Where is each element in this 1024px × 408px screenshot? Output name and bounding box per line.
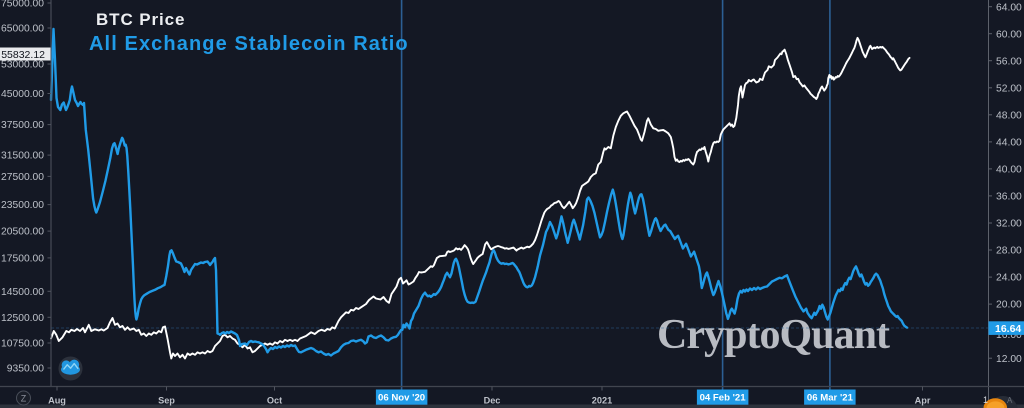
svg-text:BTC Price: BTC Price bbox=[96, 10, 185, 29]
svg-text:23500.00: 23500.00 bbox=[1, 200, 44, 211]
svg-text:06 Mar '21: 06 Mar '21 bbox=[807, 393, 854, 404]
svg-text:60.00: 60.00 bbox=[996, 29, 1022, 40]
svg-text:40.00: 40.00 bbox=[996, 165, 1022, 176]
svg-text:16.64: 16.64 bbox=[995, 323, 1021, 335]
svg-text:37500.00: 37500.00 bbox=[1, 120, 44, 131]
svg-text:Apr: Apr bbox=[915, 396, 931, 406]
svg-text:04 Feb '21: 04 Feb '21 bbox=[700, 393, 747, 404]
svg-text:24.00: 24.00 bbox=[996, 273, 1022, 284]
svg-text:12500.00: 12500.00 bbox=[1, 313, 44, 324]
svg-text:64.00: 64.00 bbox=[996, 2, 1022, 13]
svg-text:27500.00: 27500.00 bbox=[1, 172, 44, 183]
svg-text:All Exchange Stablecoin Ratio: All Exchange Stablecoin Ratio bbox=[89, 33, 409, 55]
svg-text:45000.00: 45000.00 bbox=[1, 89, 44, 100]
svg-text:CryptoQuant: CryptoQuant bbox=[657, 312, 890, 358]
svg-text:Sep: Sep bbox=[158, 396, 175, 406]
svg-text:53000.00: 53000.00 bbox=[1, 60, 44, 71]
svg-text:52.00: 52.00 bbox=[996, 83, 1022, 94]
svg-text:20.00: 20.00 bbox=[996, 300, 1022, 311]
svg-text:1: 1 bbox=[983, 395, 988, 405]
svg-text:12.00: 12.00 bbox=[996, 354, 1022, 365]
svg-text:Oct: Oct bbox=[267, 396, 282, 406]
svg-text:17500.00: 17500.00 bbox=[1, 254, 44, 265]
svg-text:Aug: Aug bbox=[48, 396, 66, 406]
svg-text:9350.00: 9350.00 bbox=[7, 364, 44, 375]
svg-text:28.00: 28.00 bbox=[996, 246, 1022, 257]
svg-text:75000.00: 75000.00 bbox=[1, 0, 44, 10]
svg-text:65000.00: 65000.00 bbox=[1, 24, 44, 35]
svg-text:55832.12: 55832.12 bbox=[1, 49, 45, 61]
svg-text:06 Nov '20: 06 Nov '20 bbox=[378, 393, 425, 404]
svg-text:20500.00: 20500.00 bbox=[1, 227, 44, 238]
svg-text:Z: Z bbox=[21, 393, 27, 403]
svg-text:14500.00: 14500.00 bbox=[1, 287, 44, 298]
svg-text:56.00: 56.00 bbox=[996, 56, 1022, 67]
svg-text:36.00: 36.00 bbox=[996, 192, 1022, 203]
svg-text:32.00: 32.00 bbox=[996, 219, 1022, 230]
svg-text:A: A bbox=[1007, 396, 1013, 405]
svg-text:2021: 2021 bbox=[592, 396, 612, 406]
svg-text:48.00: 48.00 bbox=[996, 110, 1022, 121]
svg-text:16.00: 16.00 bbox=[996, 330, 1022, 341]
svg-text:44.00: 44.00 bbox=[996, 138, 1022, 149]
svg-text:10750.00: 10750.00 bbox=[1, 339, 44, 350]
svg-text:31500.00: 31500.00 bbox=[1, 151, 44, 162]
svg-text:Dec: Dec bbox=[484, 396, 501, 406]
